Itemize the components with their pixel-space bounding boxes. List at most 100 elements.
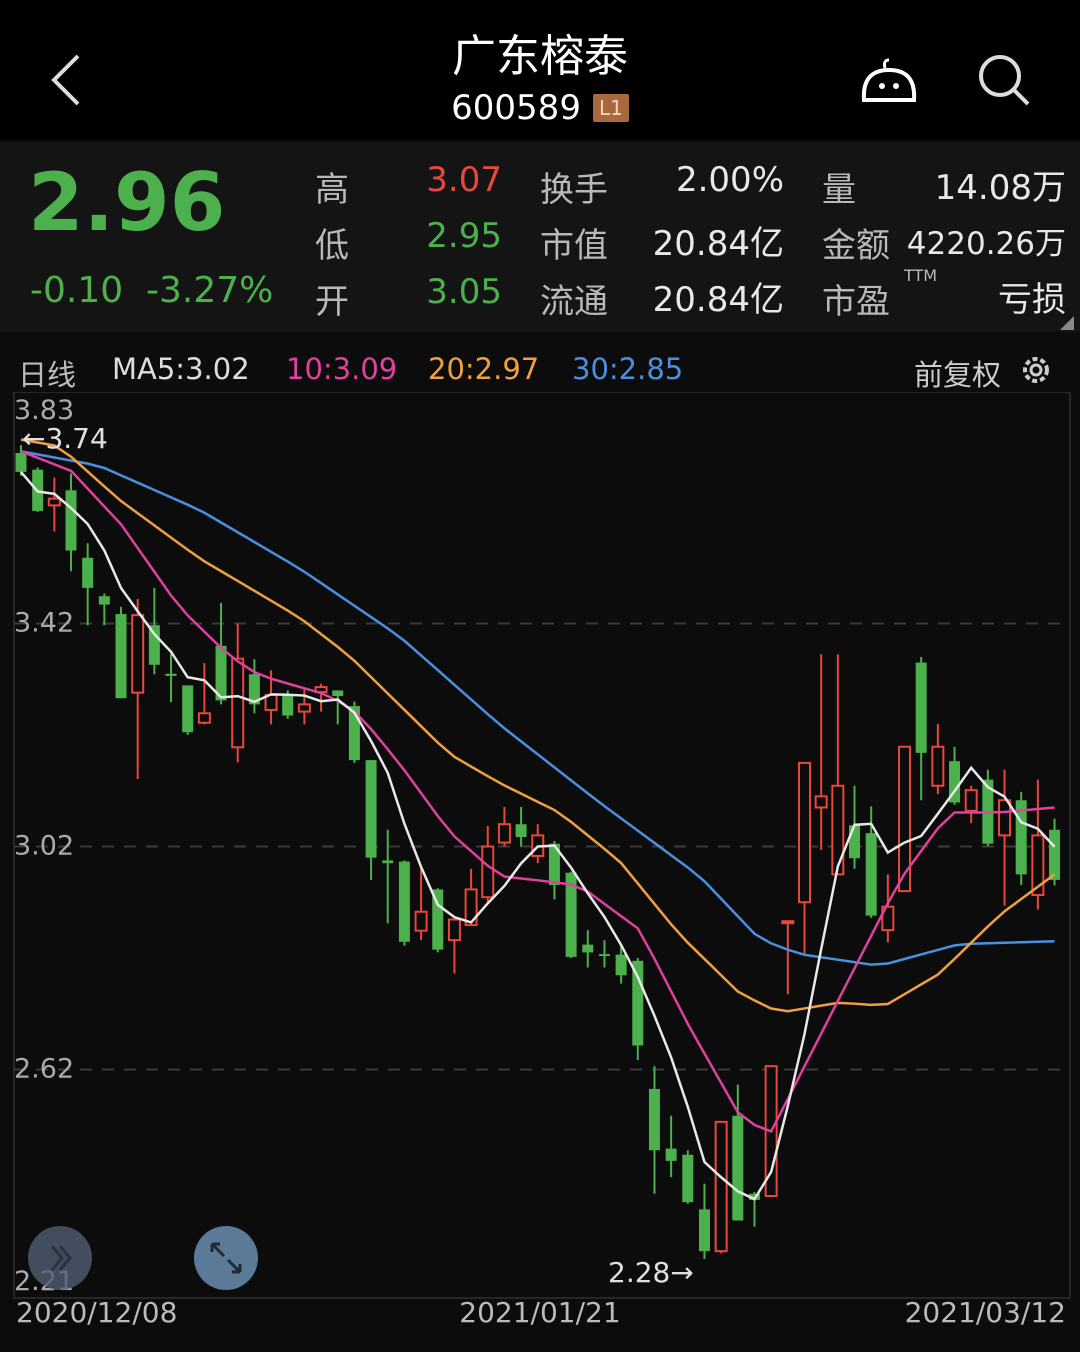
candle-body [182,685,194,733]
gear-icon[interactable] [1018,352,1054,388]
candle [898,745,912,893]
candle-body [582,944,594,953]
candle [531,824,545,864]
candle [398,860,410,946]
candle [82,543,94,626]
candle-body [165,673,177,676]
candle-body [1049,829,1061,880]
candle-body [849,825,860,859]
candle [197,663,211,725]
quote-panel: 2.96 -0.10 -3.27% 高 低 开 3.07 2.95 3.05 换… [0,142,1080,332]
candle [15,445,27,476]
candle [714,1120,728,1254]
candle [365,760,377,880]
y-tick-label: 3.42 [14,608,74,639]
candle-body [998,799,1012,837]
expand-arrows-icon [210,1242,242,1274]
ma5-legend: MA5:3.02 [112,352,250,386]
candle [497,806,511,847]
ma10-legend: 10:3.09 [286,352,398,386]
y-tick-label: 2.62 [14,1053,74,1084]
back-chevron-icon[interactable] [48,52,84,108]
robot-assistant-icon[interactable] [858,54,920,108]
candle [332,690,344,725]
stock-name: 广东榕泰 [452,31,628,82]
mktcap-label: 市值 [540,226,608,266]
candle [665,1115,677,1178]
mktcap-value: 20.84亿 [652,224,784,264]
candle-body [297,703,311,713]
candle [382,829,394,924]
plot-frame [13,391,1071,1299]
low-label: 低 [315,226,349,266]
candle-body [548,843,560,885]
candle-body [414,910,428,932]
stock-code: 600589 [451,88,581,128]
candle [432,888,444,953]
amount-label: 金额 [822,226,890,266]
candle-body [732,1115,744,1221]
candle [65,473,77,572]
float-label: 流通 [540,282,608,322]
candle-body [464,888,478,927]
candle [632,957,644,1060]
period-selector[interactable]: 日线 [18,358,77,392]
candle [115,606,127,699]
candle [698,1183,710,1259]
candle [215,602,227,705]
candle [831,654,845,876]
candle [447,918,461,974]
high-value: 3.07 [426,160,502,200]
open-label: 开 [315,282,349,322]
min-price-annotation: 2.28→ [608,1256,694,1289]
candle-body [1015,800,1027,875]
ma30-line [20,450,1055,966]
candle-body [248,674,260,705]
last-price: 2.96 [28,156,226,249]
x-label-mid: 2021/01/21 [459,1296,620,1329]
volume-label: 量 [822,170,856,210]
expand-corner-icon[interactable] [1060,316,1074,330]
candle [248,659,260,714]
candle-body [481,845,495,899]
x-label-end: 2021/03/12 [905,1296,1066,1329]
candle-body [615,954,627,976]
candle [182,685,194,736]
candle-body [814,795,828,809]
scroll-forward-button[interactable] [28,1226,92,1290]
candle-body [565,872,577,957]
search-icon[interactable] [976,52,1032,108]
fullscreen-button[interactable] [194,1226,258,1290]
ma20-legend: 20:2.97 [428,352,540,386]
x-label-start: 2020/12/08 [16,1296,177,1329]
candle [931,723,945,795]
candle [682,1150,694,1204]
candle-body [447,918,461,942]
candle-body [949,761,961,803]
candle [98,593,110,626]
pe-value: 亏损 [998,280,1066,320]
ma20-line [20,438,1056,1013]
turnover-value: 2.00% [675,160,784,200]
candle [814,654,828,850]
candle-body [515,824,527,838]
adjust-mode-button[interactable]: 前复权 [914,358,1002,392]
candle-body [432,889,444,950]
y-tick-label: 3.02 [14,831,74,862]
candle [964,785,978,824]
candle-body [365,760,377,858]
candle [998,769,1012,906]
candle-body [148,625,160,665]
candle-body [197,712,211,724]
candle-body [65,490,77,551]
volume-value: 14.08万 [934,168,1066,208]
candle-body [865,833,877,916]
ma10-line [20,450,1055,1134]
stock-code-row: 600589 L1 [0,88,1080,128]
candle-body [781,920,795,925]
candle-body [714,1120,728,1253]
candle [131,599,145,780]
kline-chart[interactable]: 3.833.423.022.622.21 ←3.74 2.28→ 2020/12… [0,340,1080,1352]
candle-body [915,662,927,753]
candle-body [382,860,394,864]
